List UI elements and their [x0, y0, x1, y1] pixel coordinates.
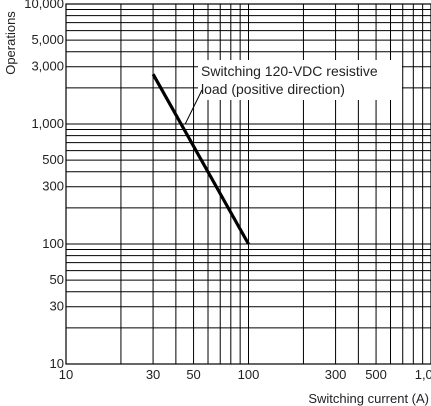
x-tick-label: 10: [59, 367, 73, 382]
annotation-box: [198, 60, 402, 100]
y-tick-label: 300: [42, 179, 64, 194]
x-tick-label: 50: [186, 367, 200, 382]
y-axis-label: Operations: [3, 11, 18, 75]
y-tick-label: 10: [50, 356, 64, 371]
x-tick-label: 500: [365, 367, 387, 382]
y-tick-label: 50: [50, 272, 64, 287]
annotation-text: Switching 120-VDC resistive: [201, 63, 378, 79]
annotation-leader: [184, 89, 203, 125]
y-tick-label: 10,000: [24, 0, 64, 11]
x-axis-label: Switching current (A): [308, 391, 429, 406]
x-tick-label: 100: [238, 367, 260, 382]
annotation-text: load (positive direction): [201, 81, 345, 97]
x-tick-label: 30: [146, 367, 160, 382]
y-tick-label: 500: [42, 152, 64, 167]
y-tick-label: 100: [42, 236, 64, 251]
y-tick-label: 5,000: [31, 32, 64, 47]
y-tick-label: 1,000: [31, 116, 64, 131]
plot-frame: [65, 3, 431, 365]
x-tick-label: 1,000: [415, 367, 431, 382]
y-tick-label: 3,000: [31, 59, 64, 74]
x-tick-label: 300: [325, 367, 347, 382]
series-line: [151, 73, 250, 245]
y-tick-label: 30: [50, 299, 64, 314]
